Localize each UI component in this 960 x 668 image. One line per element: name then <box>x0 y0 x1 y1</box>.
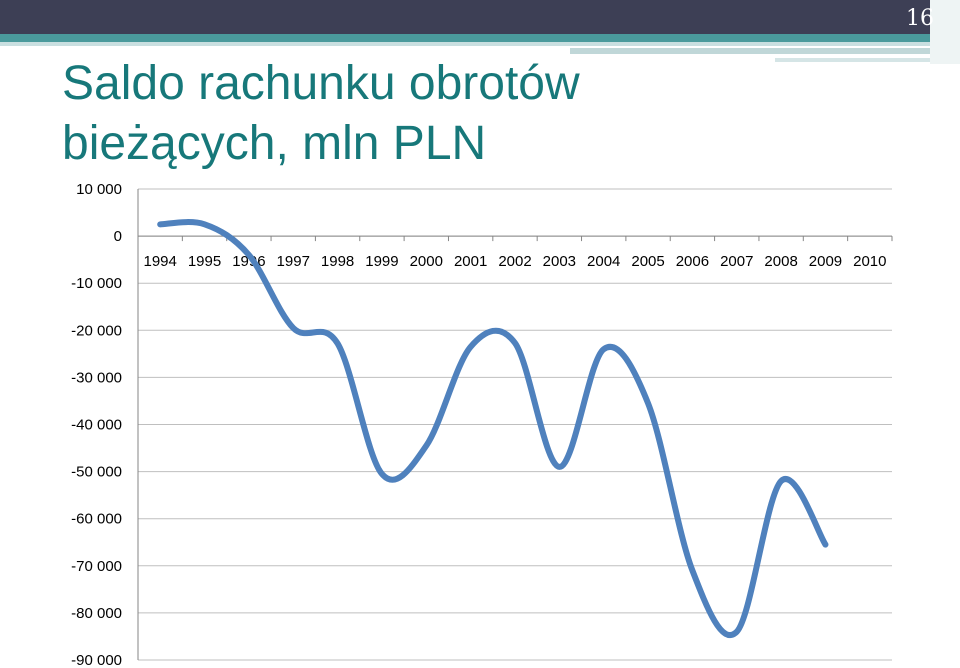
x-tick-label: 2000 <box>410 253 443 270</box>
corner-decoration <box>930 0 960 64</box>
x-tick-label: 1997 <box>277 253 310 270</box>
x-tick-label: 2006 <box>676 253 709 270</box>
y-tick-label: -90 000 <box>71 652 122 668</box>
axes <box>137 189 893 660</box>
accent-stripe-right <box>570 48 960 54</box>
y-tick-label: 10 000 <box>76 181 122 198</box>
x-tick-label: 1994 <box>143 253 176 270</box>
slide-number: 16 <box>906 6 934 31</box>
y-axis-tick-labels: 10 000 0 -10 000 -20 000 -30 000 -40 000 -50 0… <box>71 181 122 668</box>
x-tick-label: 2002 <box>498 253 531 270</box>
x-tick-label: 2009 <box>809 253 842 270</box>
header-bar <box>0 0 960 34</box>
slide-title: Saldo rachunku obrotów bieżących, mln PL… <box>62 54 762 174</box>
y-tick-label: -30 000 <box>71 369 122 386</box>
accent-stripe-right-thin <box>775 58 960 62</box>
y-tick-label: -80 000 <box>71 605 122 622</box>
x-axis-tick-labels: 1994 1995 1996 1997 1998 1999 2000 2001 2002 2003… <box>143 253 886 270</box>
slide-title-line-2: bieżących, mln PLN <box>62 117 487 170</box>
y-tick-label: 0 <box>114 228 122 245</box>
x-tick-label: 2004 <box>587 253 620 270</box>
slide-title-line-1: Saldo rachunku obrotów <box>62 57 580 110</box>
y-tick-label: -70 000 <box>71 558 122 575</box>
series-layer <box>157 219 829 638</box>
x-tick-label: 2007 <box>720 253 753 270</box>
x-tick-label: 1995 <box>188 253 221 270</box>
series-line <box>157 219 829 638</box>
x-tick-label: 1999 <box>365 253 398 270</box>
x-tick-label: 2003 <box>543 253 576 270</box>
accent-stripe-light <box>0 42 960 46</box>
x-tick-label: 2008 <box>764 253 797 270</box>
y-tick-label: -60 000 <box>71 511 122 528</box>
x-tick-label: 2001 <box>454 253 487 270</box>
y-tick-label: -40 000 <box>71 417 122 434</box>
x-tick-label: 2005 <box>631 253 664 270</box>
y-tick-label: -10 000 <box>71 275 122 292</box>
accent-stripe <box>0 34 960 42</box>
y-tick-label: -50 000 <box>71 464 122 481</box>
y-tick-label: -20 000 <box>71 322 122 339</box>
x-tick-label: 2010 <box>853 253 886 270</box>
x-tick-label: 1998 <box>321 253 354 270</box>
